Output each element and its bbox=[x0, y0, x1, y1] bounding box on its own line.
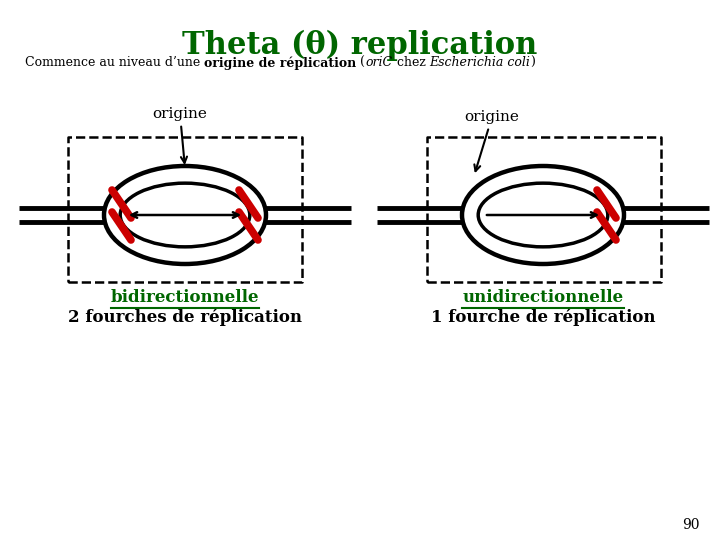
Ellipse shape bbox=[104, 166, 266, 264]
Text: oriC: oriC bbox=[366, 56, 392, 69]
Text: origine: origine bbox=[464, 110, 519, 171]
Text: bidirectionnelle: bidirectionnelle bbox=[111, 289, 259, 306]
Text: chez: chez bbox=[392, 56, 430, 69]
Text: unidirectionnelle: unidirectionnelle bbox=[462, 289, 624, 306]
Text: Commence au niveau d’une: Commence au niveau d’une bbox=[25, 56, 204, 69]
Ellipse shape bbox=[120, 183, 250, 247]
Ellipse shape bbox=[462, 166, 624, 264]
Text: (: ( bbox=[356, 56, 366, 69]
Text: 90: 90 bbox=[683, 518, 700, 532]
Text: 2 fourches de réplication: 2 fourches de réplication bbox=[68, 308, 302, 326]
Text: Theta (θ) replication: Theta (θ) replication bbox=[182, 30, 538, 61]
Text: Escherichia coli: Escherichia coli bbox=[430, 56, 531, 69]
Text: ): ) bbox=[531, 56, 535, 69]
Text: origine: origine bbox=[153, 107, 207, 163]
Text: origine de réplication: origine de réplication bbox=[204, 56, 356, 70]
Text: 1 fourche de réplication: 1 fourche de réplication bbox=[431, 308, 655, 326]
Ellipse shape bbox=[478, 183, 608, 247]
